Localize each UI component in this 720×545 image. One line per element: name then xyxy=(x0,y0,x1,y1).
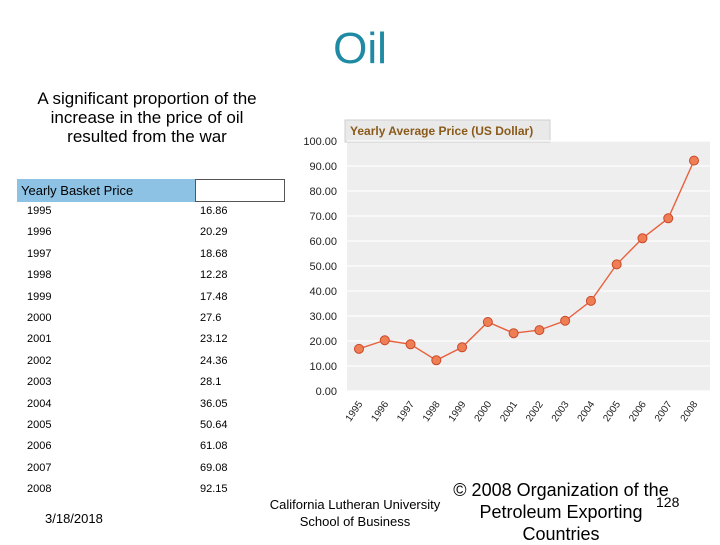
row-price: 27.6 xyxy=(200,312,222,324)
data-point xyxy=(534,325,545,336)
table-header: Yearly Basket Price xyxy=(17,179,285,202)
x-tick-label: 2000 xyxy=(473,399,495,424)
data-point xyxy=(689,155,699,166)
row-price: 24.36 xyxy=(200,354,228,367)
data-point xyxy=(611,259,622,270)
y-tick-label: 100.00 xyxy=(303,136,337,148)
y-tick-label: 70.00 xyxy=(309,211,337,223)
slide-subtitle: A significant proportion of the increase… xyxy=(37,89,257,146)
x-tick-label: 1999 xyxy=(447,399,469,424)
y-tick-label: 40.00 xyxy=(309,286,337,298)
row-year: 2004 xyxy=(27,397,52,410)
table-row: 2007 69.08 xyxy=(17,458,285,479)
x-tick-label: 1998 xyxy=(421,399,443,424)
row-year: 1995 xyxy=(27,205,52,217)
y-tick-label: 90.00 xyxy=(309,161,337,173)
row-price: 92.15 xyxy=(200,483,228,496)
table-row: 1999 17.48 xyxy=(17,287,285,308)
row-price: 69.08 xyxy=(200,461,228,474)
table-row: 2000 27.6 xyxy=(17,308,285,329)
row-price: 36.05 xyxy=(200,397,228,410)
data-point xyxy=(508,328,519,339)
row-year: 1997 xyxy=(27,247,52,260)
table-row: 2005 50.64 xyxy=(17,415,285,436)
row-price: 50.64 xyxy=(200,419,228,431)
row-price: 20.29 xyxy=(200,226,228,239)
y-tick-label: 60.00 xyxy=(309,236,337,248)
data-point xyxy=(354,343,364,354)
row-year: 1998 xyxy=(27,269,52,282)
table-row: 2006 61.08 xyxy=(17,436,285,457)
x-tick-label: 2002 xyxy=(524,399,546,424)
data-point xyxy=(379,335,390,346)
row-year: 2001 xyxy=(27,333,52,346)
x-tick-label: 2003 xyxy=(550,399,572,424)
data-point xyxy=(585,295,596,306)
x-tick-label: 2005 xyxy=(601,399,623,424)
table-row: 1997 18.68 xyxy=(17,244,285,265)
x-tick-label: 1996 xyxy=(369,399,391,424)
table-row: 1998 12.28 xyxy=(17,265,285,286)
row-year: 1999 xyxy=(27,290,52,303)
table-row: 2008 92.15 xyxy=(17,479,285,500)
chart-title: Yearly Average Price (US Dollar) xyxy=(350,124,533,138)
y-tick-label: 80.00 xyxy=(309,186,337,198)
x-tick-label: 2004 xyxy=(576,399,598,424)
y-tick-label: 10.00 xyxy=(309,361,337,373)
x-tick-label: 1997 xyxy=(395,399,417,424)
y-tick-label: 0.00 xyxy=(316,386,337,398)
data-point xyxy=(637,233,648,244)
data-point xyxy=(431,355,442,366)
table-row: 2003 28.1 xyxy=(17,372,285,393)
table-header-label: Yearly Basket Price xyxy=(17,179,195,202)
table-header-empty-cell xyxy=(195,179,285,202)
slide-title: Oil xyxy=(333,24,387,73)
row-price: 28.1 xyxy=(200,376,222,389)
y-tick-label: 50.00 xyxy=(309,261,337,273)
y-tick-label: 20.00 xyxy=(309,336,337,348)
row-year: 2002 xyxy=(27,354,52,367)
page-number: 128 xyxy=(656,494,680,510)
row-year: 2003 xyxy=(27,376,52,389)
x-tick-label: 2006 xyxy=(627,399,649,424)
row-year: 2008 xyxy=(27,483,52,496)
data-point xyxy=(560,315,571,326)
slide-date: 3/18/2018 xyxy=(45,511,103,526)
y-tick-label: 30.00 xyxy=(309,311,337,323)
row-price: 16.86 xyxy=(200,205,228,217)
table-row: 1996 20.29 xyxy=(17,222,285,243)
price-line-chart: Yearly Average Price (US Dollar) 100.00 90… xyxy=(303,119,710,424)
table-row: 1995 16.86 xyxy=(17,201,285,222)
x-tick-label: 2007 xyxy=(653,399,675,424)
row-price: 61.08 xyxy=(200,440,228,453)
footer-copyright: © 2008 Organization of the Petroleum Exp… xyxy=(453,480,669,544)
footer-university: California Lutheran University School of… xyxy=(269,497,441,529)
data-point xyxy=(663,213,674,224)
price-table: Yearly Basket Price 1995 16.86 1996 20.29 19… xyxy=(17,179,285,495)
chart-title-box xyxy=(344,119,551,143)
table-row: 2001 23.12 xyxy=(17,329,285,350)
x-tick-label: 1995 xyxy=(344,399,366,424)
data-point xyxy=(482,317,493,327)
data-point xyxy=(457,342,468,353)
row-year: 2000 xyxy=(27,312,52,324)
x-tick-label: 2008 xyxy=(679,399,701,424)
data-point xyxy=(405,339,416,350)
row-price: 12.28 xyxy=(200,269,228,282)
x-tick-label: 2001 xyxy=(498,399,520,424)
table-row: 2004 36.05 xyxy=(17,394,285,415)
row-price: 17.48 xyxy=(200,290,228,303)
row-price: 18.68 xyxy=(200,247,228,260)
row-year: 2005 xyxy=(27,419,52,431)
row-year: 2006 xyxy=(27,440,52,453)
row-year: 2007 xyxy=(27,461,52,474)
row-year: 1996 xyxy=(27,226,52,239)
price-series-line xyxy=(358,160,695,362)
row-price: 23.12 xyxy=(200,333,228,346)
table-row: 2002 24.36 xyxy=(17,351,285,372)
